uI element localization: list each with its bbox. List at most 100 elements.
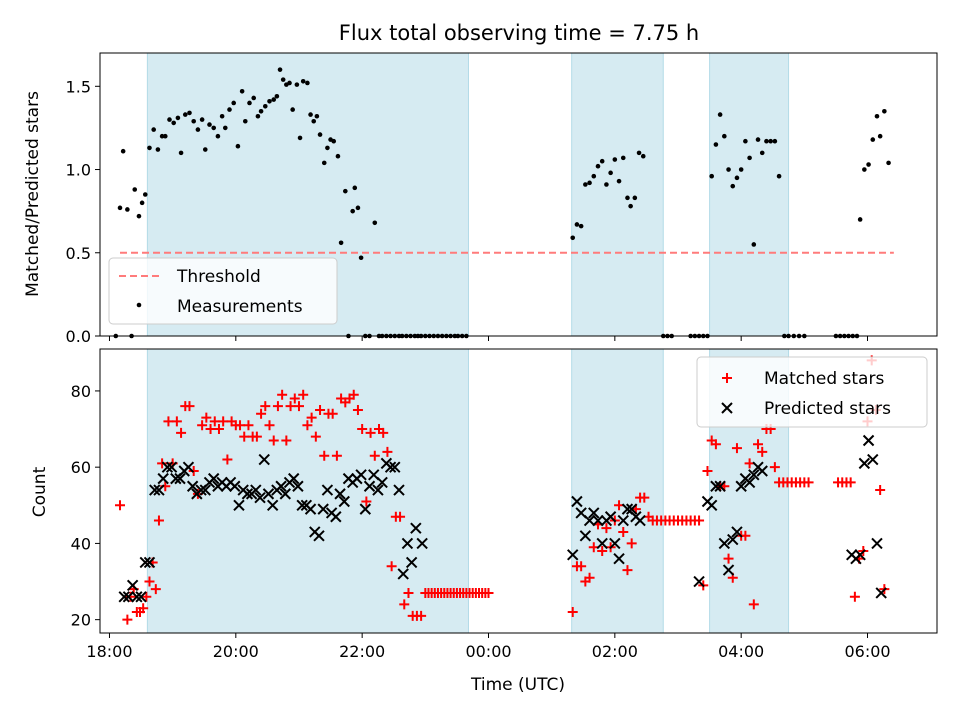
- predicted-star-point: [867, 453, 879, 466]
- matched-star-point: [122, 614, 133, 625]
- measurement-point: [251, 95, 257, 101]
- predicted-star-point: [410, 522, 422, 534]
- measurement-point: [159, 133, 165, 139]
- predicted-star-point: [321, 484, 334, 496]
- shaded-interval: [571, 52, 664, 337]
- matched-star-point: [378, 427, 389, 438]
- matched-star-point: [298, 389, 309, 400]
- measurement-point: [743, 138, 748, 144]
- matched-star-point: [243, 420, 254, 431]
- predicted-star-point: [731, 526, 743, 538]
- measurement-point: [713, 142, 719, 147]
- measurement-point: [120, 148, 126, 154]
- measurement-point: [574, 222, 580, 227]
- measurement-point: [325, 145, 330, 151]
- measurement-point: [294, 82, 300, 87]
- measurement-point: [730, 183, 736, 189]
- matched-star-point: [327, 408, 338, 419]
- predicted-star-point: [862, 434, 875, 447]
- measurement-point: [258, 108, 264, 114]
- measurement-point: [242, 118, 248, 124]
- measurement-point: [277, 67, 283, 72]
- x-tick-label: 22:00: [339, 642, 385, 661]
- predicted-star-point: [229, 480, 241, 492]
- measurement-point: [726, 167, 731, 172]
- predicted-star-point: [233, 499, 245, 512]
- matched-star-point: [416, 610, 427, 621]
- predicted-star-point: [384, 461, 397, 473]
- measurement-point: [882, 108, 887, 114]
- measurement-point: [352, 185, 358, 191]
- predicted-star-point: [722, 564, 735, 576]
- measurement-point: [142, 192, 148, 197]
- predicted-star-point: [279, 488, 292, 500]
- matched-star-point: [567, 607, 578, 618]
- measurement-point: [768, 138, 773, 144]
- measurement-point: [239, 88, 245, 94]
- matched-star-point: [251, 431, 262, 442]
- predicted-star-point: [126, 579, 139, 592]
- predicted-star-point: [405, 556, 418, 569]
- predicted-star-point: [875, 587, 887, 599]
- predicted-star-point: [625, 503, 638, 515]
- measurement-point: [776, 173, 782, 179]
- measurement-point: [151, 127, 156, 132]
- matched-star-point: [144, 576, 155, 587]
- measurement-point: [747, 155, 752, 161]
- y-axis-label-ratio: Matched/Predicted stars: [23, 91, 43, 297]
- measurement-point: [759, 150, 765, 156]
- matched-star-point: [310, 431, 321, 442]
- matched-star-point: [803, 477, 814, 488]
- matched-star-point: [757, 446, 768, 457]
- matched-star-point: [213, 424, 224, 435]
- predicted-star-point: [122, 591, 135, 603]
- legend-count: Matched stars Predicted stars: [696, 356, 928, 428]
- legend-label-measurements: Measurements: [177, 297, 303, 317]
- x-tick-label: 00:00: [465, 642, 511, 661]
- predicted-star-point: [617, 514, 629, 527]
- measurement-point: [604, 182, 609, 187]
- predicted-star-point: [592, 514, 604, 527]
- measurement-point: [738, 167, 744, 172]
- matched-star-point: [157, 458, 168, 469]
- measurement-point: [350, 208, 355, 214]
- measurement-point: [764, 138, 769, 144]
- predicted-star-point: [165, 461, 178, 473]
- predicted-star-point: [588, 507, 600, 519]
- matched-star-point: [403, 587, 414, 598]
- predicted-star-point: [710, 480, 722, 492]
- measurement-point: [734, 175, 740, 181]
- predicted-star-point: [693, 575, 705, 588]
- measurement-point: [358, 255, 364, 261]
- measurement-point: [199, 117, 205, 122]
- measurement-point: [317, 132, 323, 137]
- matched-star-point: [622, 565, 633, 576]
- matched-star-point: [576, 561, 587, 572]
- matched-star-point: [272, 401, 283, 412]
- shaded-interval: [571, 348, 664, 634]
- predicted-star-point: [186, 480, 199, 492]
- measurement-point: [338, 240, 344, 246]
- predicted-star-point: [854, 549, 866, 561]
- predicted-star-point: [135, 591, 147, 603]
- predicted-star-point: [871, 537, 883, 550]
- matched-star-point: [597, 546, 608, 557]
- matched-star-point: [584, 572, 595, 583]
- count-panel: 20 40 60 80 18:00 20:00 22:00 00:00 02:00 04:00 06…: [71, 348, 938, 661]
- matched-star-point: [289, 393, 300, 404]
- predicted-star-point: [313, 530, 325, 542]
- predicted-star-point: [317, 503, 329, 515]
- x-tick-label: 20:00: [213, 642, 259, 661]
- predicted-star-point: [182, 461, 195, 473]
- matched-star-point: [285, 401, 296, 412]
- predicted-star-point: [397, 568, 409, 580]
- predicted-star-point: [161, 461, 174, 473]
- predicted-star-point: [153, 484, 165, 496]
- matched-star-point: [268, 435, 279, 446]
- measurement-point: [136, 213, 142, 219]
- measurement-point: [287, 80, 292, 86]
- predicted-star-point: [756, 465, 768, 477]
- predicted-star-point: [567, 549, 579, 561]
- measurement-point: [195, 127, 201, 132]
- measurement-point: [182, 112, 188, 117]
